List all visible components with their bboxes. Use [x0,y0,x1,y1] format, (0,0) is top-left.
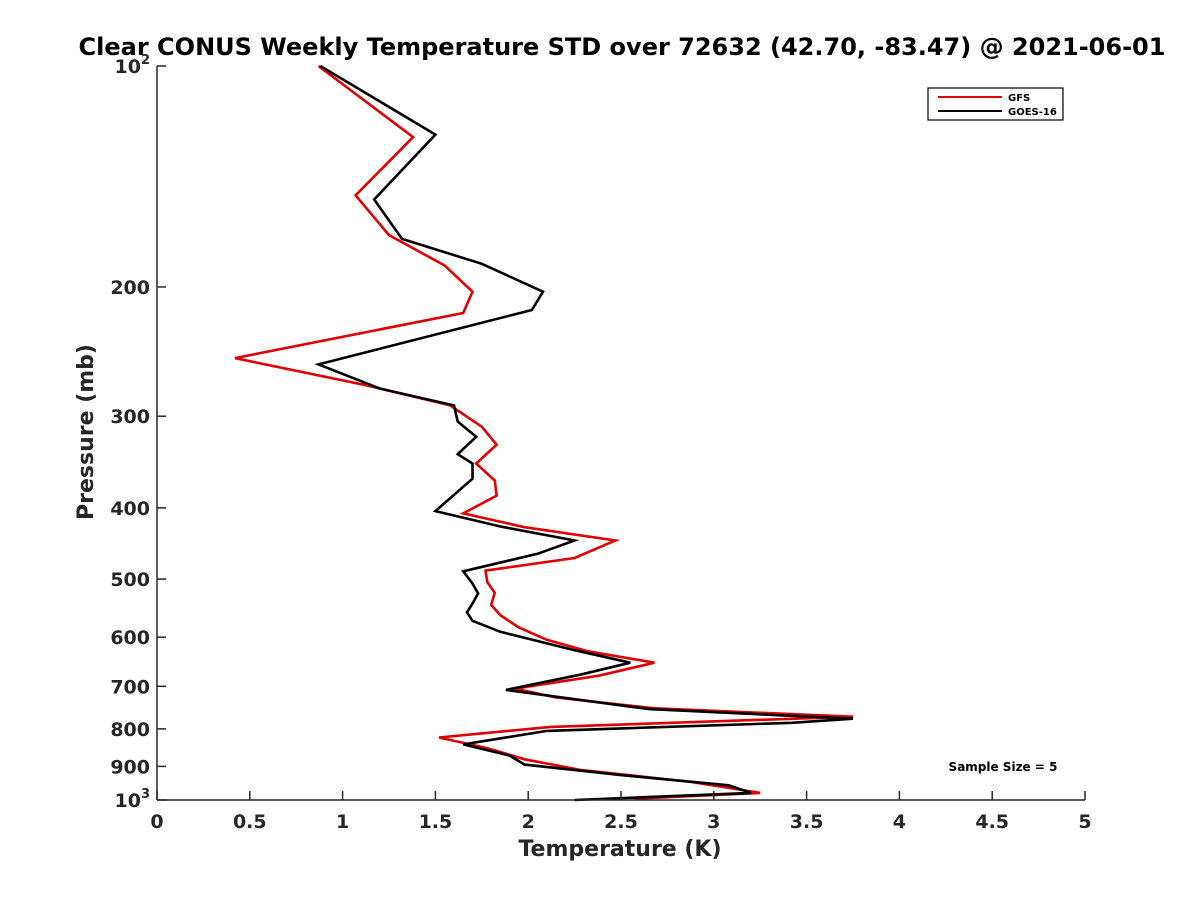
x-tick-label: 5 [1078,811,1091,833]
legend-label-gfs: GFS [1008,93,1030,104]
y-tick-label: 300 [110,406,150,428]
legend: GFS GOES-16 [927,87,1064,121]
x-tick-label: 2 [522,811,535,833]
legend-box [927,87,1064,121]
y-tick-label: 400 [110,498,150,520]
x-tick-label: 4 [893,811,906,833]
y-tick-label: 900 [110,756,150,778]
x-tick-label: 2.5 [604,811,638,833]
x-tick-label: 3 [707,811,720,833]
x-tick-label: 0.5 [233,811,267,833]
y-tick-label: 500 [110,569,150,591]
y-axis-label: Pressure (mb) [74,344,99,520]
series-layer [234,64,854,802]
x-tick-label: 3.5 [790,811,824,833]
legend-label-goes-16: GOES-16 [1008,107,1057,118]
series-line-goes-16 [314,64,854,802]
chart-title: Clear CONUS Weekly Temperature STD over … [79,33,1166,61]
x-tick-label: 1 [336,811,349,833]
y-tick-label: 600 [110,627,150,649]
y-tick-label: 200 [110,277,150,299]
y-tick-label: 700 [110,676,150,698]
y-tick-label: 103 [115,787,151,812]
series-line-gfs [234,64,854,800]
x-tick-label: 0 [150,811,163,833]
x-tick-label: 4.5 [975,811,1009,833]
axes-layer: 0 0.5 1 1.5 2 2.5 3 3.5 4 4.5 51022003004005006007… [110,53,1091,833]
x-axis-label: Temperature (K) [518,837,721,862]
x-tick-label: 1.5 [419,811,453,833]
sample-size-annotation: Sample Size = 5 [949,760,1058,774]
y-tick-label: 800 [110,719,150,741]
